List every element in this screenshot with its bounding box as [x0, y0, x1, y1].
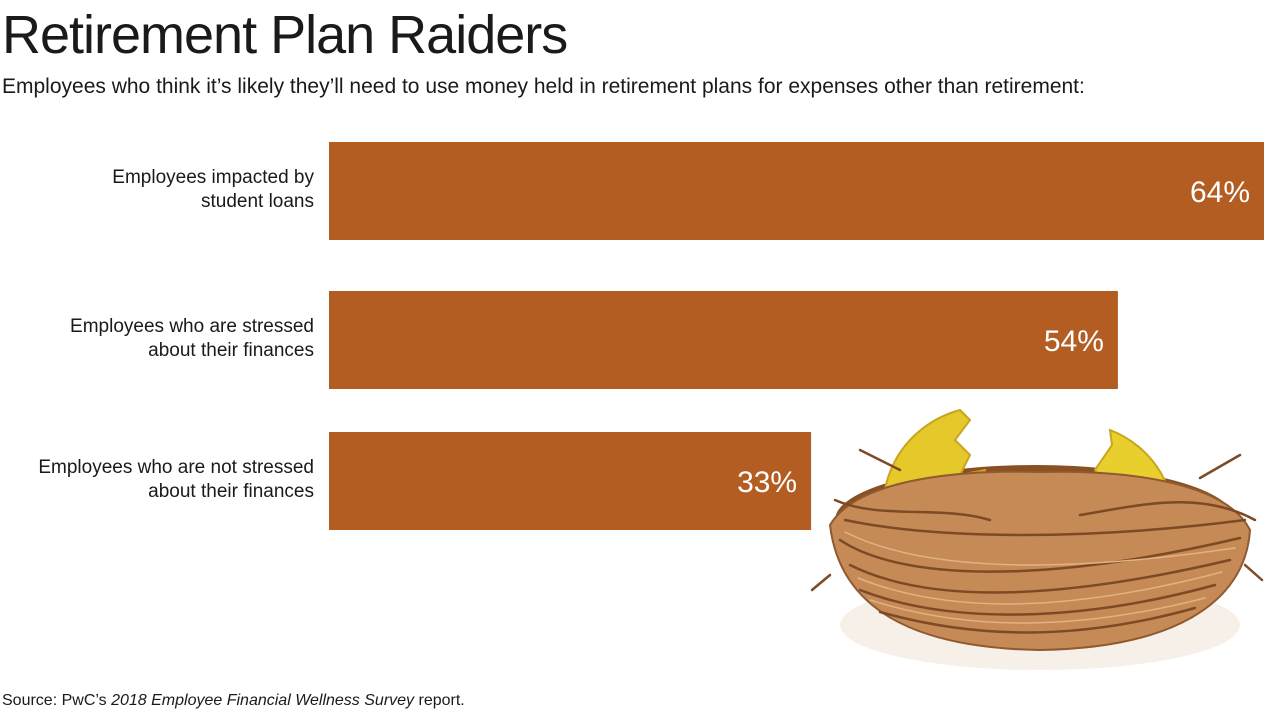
category-label-line: Employees who are not stressed	[38, 457, 314, 478]
bar-value-label: 54%	[1044, 325, 1104, 358]
bar-value-label: 33%	[737, 466, 797, 499]
category-label-line: about their finances	[148, 340, 314, 361]
category-label: Employees who are not stressed about thei…	[14, 456, 314, 504]
source-suffix: report.	[414, 692, 465, 709]
bar-value-label: 64%	[1190, 176, 1250, 209]
bar	[329, 142, 1264, 240]
chart-subtitle: Employees who think it’s likely they’ll …	[2, 75, 1085, 98]
source-publication: 2018 Employee Financial Wellness Survey	[111, 692, 415, 709]
category-label-line: about their finances	[148, 481, 314, 502]
bar	[329, 291, 1118, 389]
chart-title: Retirement Plan Raiders	[2, 5, 568, 65]
category-label-line: Employees who are stressed	[70, 316, 314, 337]
source-note: Source: PwC’s 2018 Employee Financial We…	[2, 692, 465, 710]
category-label-line: Employees impacted by	[112, 167, 314, 188]
category-label-line: student loans	[200, 191, 314, 212]
source-prefix: Source: PwC’s	[2, 692, 112, 709]
bar	[329, 432, 812, 530]
golden-egg-nest-icon	[810, 408, 1264, 670]
category-label: Employees impacted by student loans	[14, 166, 314, 214]
category-label: Employees who are stressed about their fi…	[14, 315, 314, 363]
